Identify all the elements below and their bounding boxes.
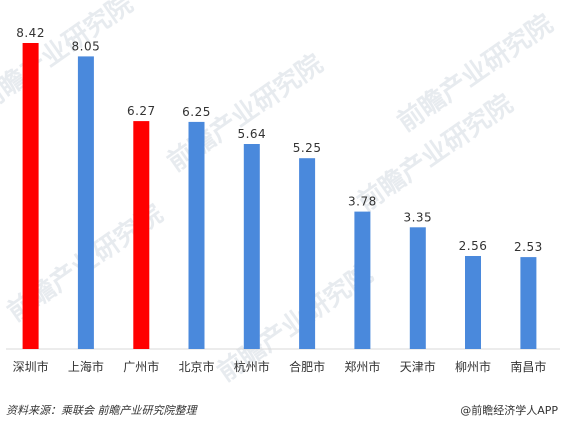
bar-7 (354, 211, 371, 349)
brand-credit: @前瞻经济学人APP (460, 404, 558, 417)
category-label-10: 南昌市 (510, 359, 546, 374)
category-label-8: 天津市 (400, 359, 436, 374)
category-label-5: 杭州市 (234, 359, 270, 374)
watermark-text: 前瞻产业研究院 (0, 0, 139, 118)
value-label-8: 3.35 (403, 210, 432, 224)
value-label-5: 5.64 (237, 127, 266, 141)
value-label-4: 6.25 (182, 105, 211, 119)
value-label-3: 6.27 (127, 104, 156, 118)
value-label-6: 5.25 (293, 141, 322, 155)
category-label-3: 广州市 (123, 359, 159, 374)
bar-5 (243, 144, 260, 349)
bars-layer (22, 43, 537, 350)
value-label-7: 3.78 (348, 195, 377, 209)
value-labels-layer: 8.42 8.05 6.27 6.25 5.64 5.25 3.78 3.35 2.56 2.53 (16, 26, 543, 254)
bar-9 (465, 256, 481, 349)
value-label-10: 2.53 (514, 240, 543, 254)
category-label-2: 上海市 (68, 359, 104, 374)
bar-10 (520, 257, 537, 349)
value-label-1: 8.42 (16, 26, 45, 40)
category-label-1: 深圳市 (13, 359, 49, 374)
bar-1 (22, 43, 39, 349)
value-label-9: 2.56 (459, 239, 488, 253)
category-label-7: 郑州市 (344, 359, 380, 374)
bar-3 (133, 121, 150, 349)
bar-2 (77, 56, 94, 350)
value-label-2: 8.05 (72, 39, 101, 53)
category-labels-layer: 深圳市 上海市 广州市 北京市 杭州市 合肥市 郑州市 天津市 柳州市 南昌市 (13, 359, 547, 374)
bar-8 (409, 227, 426, 349)
bar-4 (188, 121, 205, 350)
category-label-6: 合肥市 (289, 359, 325, 374)
category-label-9: 柳州市 (455, 359, 491, 374)
bar-6 (299, 158, 316, 349)
category-label-4: 北京市 (178, 359, 214, 374)
source-note: 资料来源：乘联会 前瞻产业研究院整理 (6, 404, 197, 417)
